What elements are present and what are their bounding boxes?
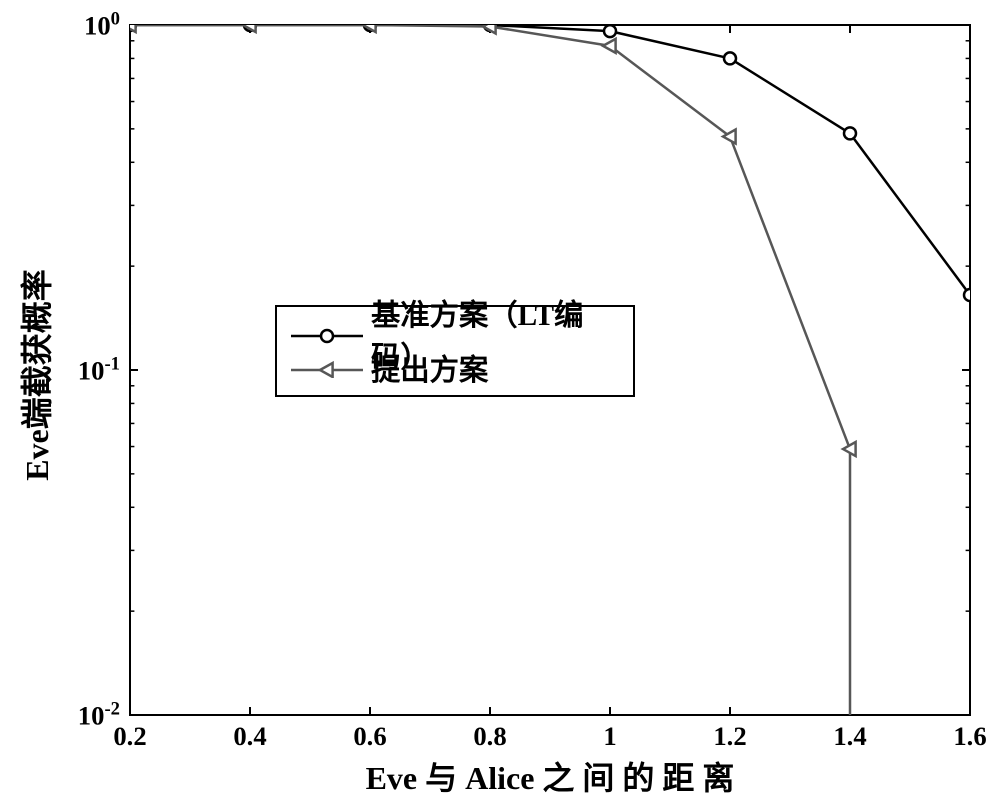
x-tick-label: 0.8 [473, 721, 506, 752]
x-axis-label: Eve 与 Alice 之 间 的 距 离 [130, 753, 970, 799]
chart-svg [0, 0, 1000, 795]
legend-marker [291, 358, 363, 378]
x-tick-label: 1.4 [833, 721, 866, 752]
y-axis-label: Eve端截获概率 [12, 30, 58, 720]
legend-label: 提出方案 [371, 347, 488, 389]
legend: 基准方案（LT编码）提出方案 [275, 305, 635, 397]
legend-item: 基准方案（LT编码） [291, 317, 619, 351]
figure: Eve 与 Alice 之 间 的 距 离 Eve端截获概率 0.20.40.6… [0, 0, 1000, 795]
y-tick-label: 10-2 [78, 699, 120, 732]
legend-marker [291, 324, 363, 344]
y-tick-label: 100 [84, 9, 120, 42]
x-tick-label: 0.6 [353, 721, 386, 752]
y-tick-label: 10-1 [78, 354, 120, 387]
x-tick-label: 1.6 [953, 721, 986, 752]
x-tick-label: 1.2 [713, 721, 746, 752]
x-tick-label: 1 [603, 721, 616, 752]
x-tick-label: 0.4 [233, 721, 266, 752]
